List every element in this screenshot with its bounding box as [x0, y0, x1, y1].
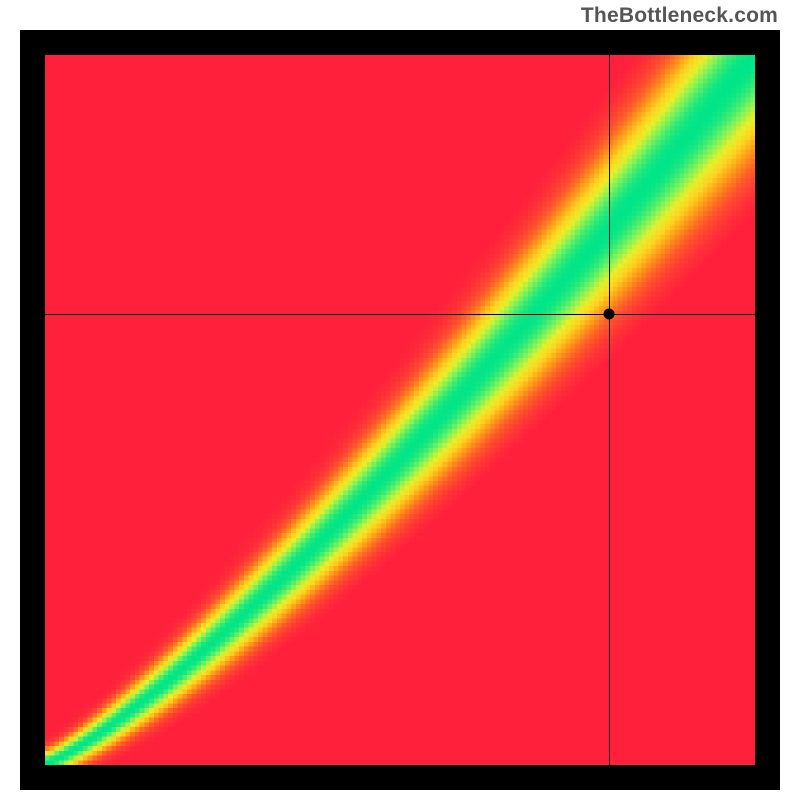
heatmap-canvas [45, 55, 755, 765]
crosshair-horizontal [45, 314, 755, 315]
chart-container: TheBottleneck.com [0, 0, 800, 800]
crosshair-marker [604, 309, 615, 320]
crosshair-vertical [609, 55, 610, 765]
watermark-text: TheBottleneck.com [581, 4, 778, 28]
plot-area [45, 55, 755, 765]
